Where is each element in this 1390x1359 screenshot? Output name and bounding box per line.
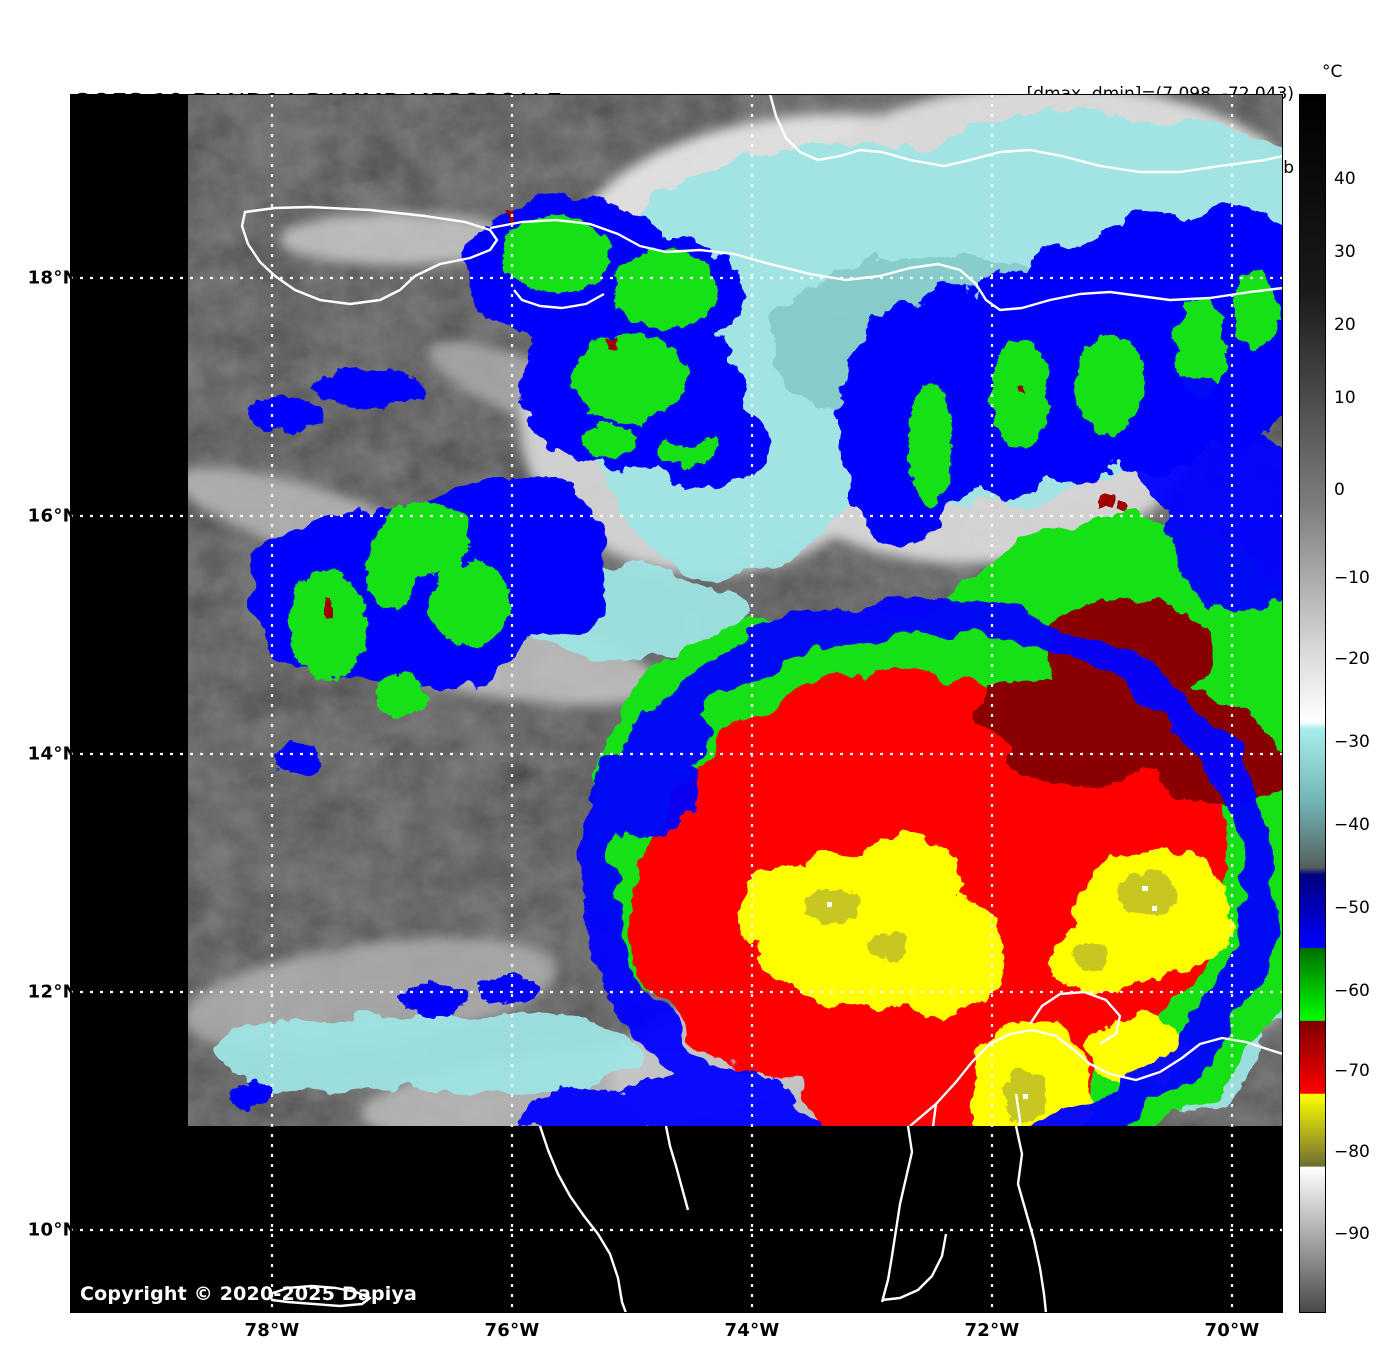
xtick-72w: 72°W — [964, 1320, 1020, 1341]
satellite-imagery-canvas — [70, 94, 1283, 1313]
ytick-10n: 10°N — [27, 1219, 78, 1241]
xtick-74w: 74°W — [724, 1320, 780, 1341]
hispaniola-north-coastline — [768, 94, 1283, 174]
temperature-colorbar — [1299, 94, 1326, 1313]
graticule — [70, 94, 1283, 1313]
cbtick-m80: −80 — [1334, 1142, 1370, 1162]
colombia-border-west-ext — [880, 1125, 914, 1303]
ytick-12n: 12°N — [27, 981, 78, 1003]
colombia-border-east-ext — [1014, 1125, 1048, 1313]
jamaica-coastline — [240, 205, 499, 306]
ytick-18n: 18°N — [27, 267, 78, 289]
cbtick-40: 40 — [1334, 169, 1356, 189]
cbtick-m90: −90 — [1334, 1224, 1370, 1244]
colorbar-gradient — [1300, 95, 1325, 1312]
guajira-peninsula — [1029, 990, 1122, 1046]
overshooting-top-pixels — [827, 886, 1157, 1099]
cbtick-m60: −60 — [1334, 981, 1370, 1001]
main-convective-core — [595, 519, 1283, 1126]
cbtick-20: 20 — [1334, 315, 1356, 335]
ytick-14n: 14°N — [27, 743, 78, 765]
small-island-outline — [268, 1284, 372, 1308]
colombia-border-east — [1014, 1093, 1022, 1126]
cbtick-m50: −50 — [1334, 898, 1370, 918]
cbtick-0: 0 — [1334, 480, 1345, 500]
ytick-16n: 16°N — [27, 505, 78, 527]
maracaibo-south-shore — [881, 1233, 948, 1302]
cbtick-m70: −70 — [1334, 1061, 1370, 1081]
isolated-cells-northwest — [228, 369, 715, 1108]
xtick-76w: 76°W — [484, 1320, 540, 1341]
blue-outer-ring — [520, 374, 1283, 1126]
cbtick-m30: −30 — [1334, 732, 1370, 752]
coast-segment-south — [664, 1125, 690, 1211]
copyright-label: Copyright © 2020-2025 Dapiya — [80, 1283, 418, 1305]
cbtick-m40: −40 — [1334, 815, 1370, 835]
cbtick-m20: −20 — [1334, 649, 1370, 669]
hispaniola-south-coastline — [489, 218, 1283, 312]
colorbar-unit-label: °C — [1322, 62, 1343, 82]
cbtick-30: 30 — [1334, 242, 1356, 262]
satellite-image-plot — [70, 94, 1283, 1313]
cbtick-m10: −10 — [1334, 568, 1370, 588]
nicaragua-coastline — [538, 1125, 628, 1313]
xtick-78w: 78°W — [244, 1320, 300, 1341]
xtick-70w: 70°W — [1204, 1320, 1260, 1341]
colombia-north-coastline — [909, 1028, 1283, 1126]
cbtick-10: 10 — [1334, 388, 1356, 408]
west-caribbean-cluster — [250, 484, 610, 718]
brightness-temperature-field — [188, 94, 1283, 1126]
coastline-overlay — [240, 94, 1283, 1126]
coastline-overlay-nodata — [268, 1125, 1048, 1313]
haiti-bay-coastline — [513, 289, 605, 310]
